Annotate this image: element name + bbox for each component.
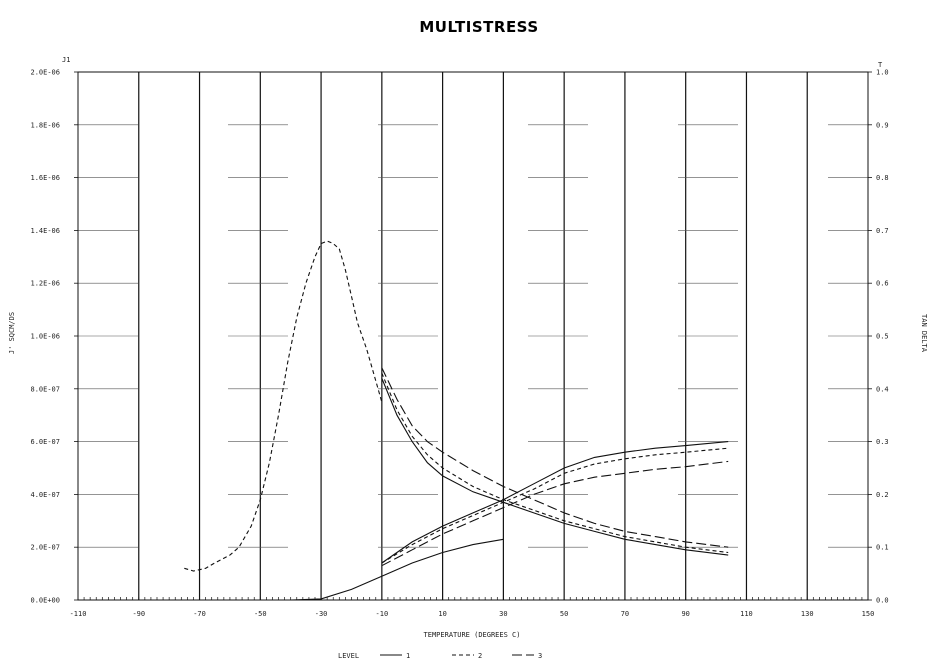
legend-title: LEVEL <box>338 652 359 660</box>
y-right-tick-label: 0.1 <box>876 544 889 552</box>
x-tick-label: 50 <box>560 610 568 618</box>
x-tick-label: 110 <box>740 610 753 618</box>
y-left-tick-label: 6.0E-07 <box>30 438 60 446</box>
series-line-1 <box>381 441 729 564</box>
y-left-top-label: J1 <box>62 56 70 64</box>
y-right-tick-label: 0.5 <box>876 333 889 341</box>
y-left-tick-label: 1.4E-06 <box>30 227 60 235</box>
y-right-tick-label: 0.4 <box>876 385 889 393</box>
x-tick-label: -50 <box>254 610 267 618</box>
series-line-3 <box>381 367 729 548</box>
x-tick-label: 90 <box>681 610 689 618</box>
y-right-top-label: T <box>878 61 883 69</box>
legend-label: 3 <box>538 652 542 660</box>
y-right-tick-label: 0.7 <box>876 227 889 235</box>
y-left-tick-label: 1.0E-06 <box>30 333 60 341</box>
plot-frame <box>77 71 869 601</box>
legend: LEVEL 1 2 3 <box>338 652 542 660</box>
y-left-tick-label: 4.0E-07 <box>30 491 60 499</box>
x-tick-label: 30 <box>499 610 507 618</box>
x-tick-label: 10 <box>438 610 446 618</box>
series-line-2 <box>381 447 729 564</box>
legend-label: 1 <box>406 652 410 660</box>
y-right-tick-label: 0.2 <box>876 491 889 499</box>
y-right-tick-label: 0.8 <box>876 174 889 182</box>
x-axis-label: TEMPERATURE (DEGREES C) <box>424 631 521 639</box>
x-tick-label: -10 <box>376 610 389 618</box>
y-left-tick-label: 2.0E-06 <box>30 69 60 77</box>
series-line-1 <box>381 377 729 556</box>
series-line-2 <box>381 372 729 554</box>
series-line-3 <box>381 460 729 567</box>
y-right-tick-label: 0.3 <box>876 438 889 446</box>
y-left-tick-label: 0.0E+00 <box>30 597 60 605</box>
series-line-2 <box>184 240 383 572</box>
y-left-tick-label: 8.0E-07 <box>30 385 60 393</box>
y-left-tick-label: 1.8E-06 <box>30 121 60 129</box>
x-tick-label: 150 <box>862 610 875 618</box>
y-right-tick-label: 0.0 <box>876 597 889 605</box>
y-right-tick-label: 1.0 <box>876 69 889 77</box>
y-left-ticks: 0.0E+00 2.0E-07 4.0E-07 6.0E-07 8.0E-07 1.0E-… <box>30 69 78 605</box>
x-tick-label: -90 <box>132 610 145 618</box>
series-line <box>169 538 504 601</box>
grid <box>77 72 869 600</box>
y-right-ticks: 0.0 0.1 0.2 0.3 0.4 0.5 0.6 0.7 0.8 0.9 1.0 <box>868 69 889 605</box>
series-layer <box>169 240 729 601</box>
y-left-tick-label: 2.0E-07 <box>30 544 60 552</box>
x-tick-label: 130 <box>801 610 814 618</box>
y-right-label: TAN DELTA <box>920 314 928 353</box>
y-right-tick-label: 0.6 <box>876 280 889 288</box>
x-ticks: -110 -90 -70 -50 -30 -10 10 30 50 70 90 110 130 150 <box>70 610 875 618</box>
legend-label: 2 <box>478 652 482 660</box>
y-right-tick-label: 0.9 <box>876 121 889 129</box>
x-tick-label: -110 <box>70 610 87 618</box>
y-left-tick-label: 1.2E-06 <box>30 280 60 288</box>
x-tick-label: 70 <box>621 610 629 618</box>
chart-title: MULTISTRESS <box>419 18 538 36</box>
y-left-tick-label: 1.6E-06 <box>30 174 60 182</box>
x-tick-label: -70 <box>193 610 206 618</box>
y-left-label: J' SQCM/DS <box>8 312 16 354</box>
x-tick-label: -30 <box>315 610 328 618</box>
